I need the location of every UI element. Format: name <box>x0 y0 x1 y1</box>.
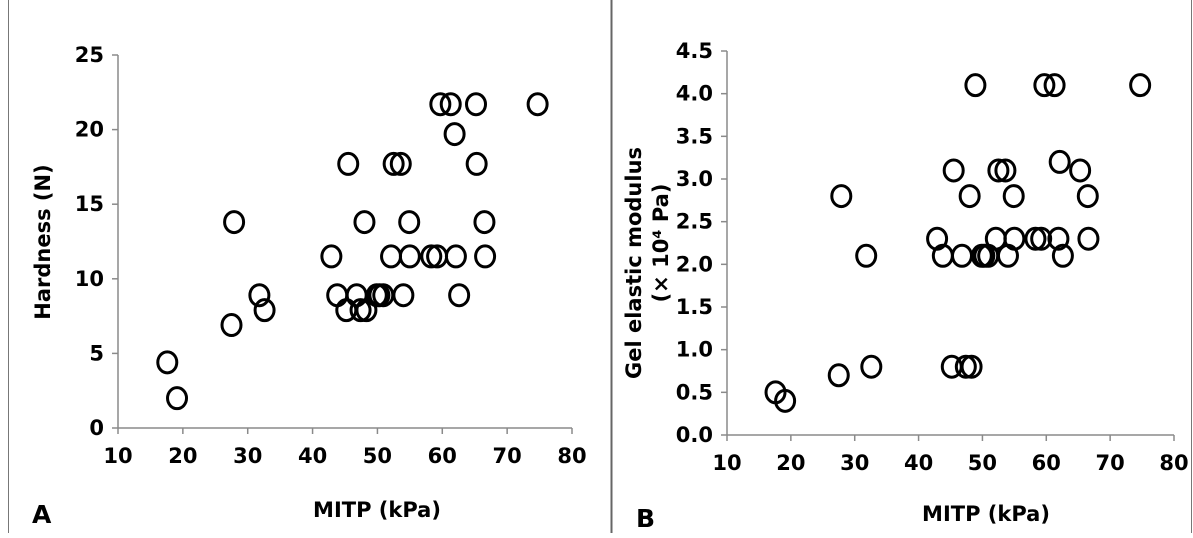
panel-b-y-axis-title-line2: (× 10⁴ Pa) <box>649 184 673 303</box>
panel-b-data-point <box>1030 226 1053 251</box>
panel-b-data-point <box>994 158 1017 183</box>
panel-a-data-point <box>465 92 488 117</box>
panel-a-x-tick-label: 60 <box>428 444 457 468</box>
panel-b-data-point <box>830 184 853 209</box>
panel-a-x-tick-label: 20 <box>168 444 197 468</box>
panel-b-data-point <box>1076 184 1099 209</box>
panel-a-y-tick-label: 10 <box>75 267 104 291</box>
panel-a-data-point <box>444 244 467 269</box>
panel-b-x-tick-label: 60 <box>1032 451 1061 475</box>
panel-a-data-point <box>355 298 378 323</box>
panel-b-data-point <box>958 184 981 209</box>
panel-b-data-point <box>1033 73 1056 98</box>
panel-b-data-point <box>1002 184 1025 209</box>
panel-b-data-point <box>1069 158 1092 183</box>
panel-a-data-point <box>320 244 343 269</box>
panel-b-y-tick-label: 2.0 <box>676 252 713 276</box>
panel-a-y-tick-label: 20 <box>75 118 104 142</box>
panel-a-data-point <box>253 298 276 323</box>
panel-a-data-point <box>326 283 349 308</box>
panel-a-data-point <box>156 350 179 375</box>
panel-b-y-axis-title-line1: Gel elastic modulus <box>622 147 646 379</box>
panel-a-data-point <box>389 151 412 176</box>
panel-b: B MITP (kPa) Gel elastic modulus (× 10⁴ … <box>622 39 1189 533</box>
panel-b-data-point <box>860 354 883 379</box>
panel-a-data-point <box>398 244 421 269</box>
panel-b-y-tick-label: 1.5 <box>676 295 713 319</box>
panel-a-x-axis-title: MITP (kPa) <box>313 498 441 522</box>
panel-a-x-tick-label: 70 <box>493 444 522 468</box>
panel-b-data-point <box>1047 226 1070 251</box>
panel-a: A MITP (kPa) Hardness (N) 0 5 10 15 20 25 10 20… <box>31 43 587 529</box>
panel-b-data-point <box>1051 243 1074 268</box>
panel-b-y-tick-label: 3.0 <box>676 167 713 191</box>
panel-a-letter: A <box>32 500 52 529</box>
panel-a-y-tick-label: 25 <box>75 43 104 67</box>
panel-b-data-point <box>960 354 983 379</box>
panel-b-x-tick-label: 10 <box>712 451 741 475</box>
panel-b-x-tick-label: 30 <box>840 451 869 475</box>
panel-a-y-tick-label: 15 <box>75 192 104 216</box>
panel-a-data-point <box>429 92 452 117</box>
panel-a-data-point <box>382 151 405 176</box>
panel-a-y-tick-label: 5 <box>89 341 104 365</box>
panel-a-data-point <box>345 283 368 308</box>
panel-b-y-tick-label: 1.0 <box>676 338 713 362</box>
panel-a-data-point <box>337 151 360 176</box>
panel-a-x-tick-label: 50 <box>363 444 392 468</box>
panel-b-letter: B <box>636 504 655 533</box>
panel-b-x-tick-label: 20 <box>776 451 805 475</box>
panel-b-data-point <box>1077 226 1100 251</box>
panel-a-x-tick-label: 40 <box>298 444 327 468</box>
panel-b-data-point <box>950 243 973 268</box>
panel-b-y-tick-label: 3.5 <box>676 124 713 148</box>
panel-b-data-point <box>1129 73 1152 98</box>
panel-a-data-point <box>248 283 271 308</box>
panel-b-data-point <box>1024 226 1047 251</box>
panel-b-x-tick-label: 70 <box>1096 451 1125 475</box>
panel-a-data-point <box>465 151 488 176</box>
panel-b-data-point <box>855 243 878 268</box>
panel-b-y-tick-label: 0.0 <box>676 423 713 447</box>
panel-b-data-point <box>942 158 965 183</box>
panel-a-data-point <box>380 244 403 269</box>
panel-a-x-tick-label: 80 <box>557 444 586 468</box>
panel-b-x-tick-label: 80 <box>1159 451 1188 475</box>
panel-b-data-point <box>1048 149 1071 174</box>
panel-a-data-point <box>439 92 462 117</box>
panel-a-y-axis-title: Hardness (N) <box>31 164 55 319</box>
panel-b-x-tick-label: 50 <box>968 451 997 475</box>
panel-a-data-point <box>223 210 246 235</box>
panel-a-data-point <box>448 283 471 308</box>
panel-a-data-point <box>474 244 497 269</box>
panel-a-data-point <box>420 244 443 269</box>
panel-a-data-point <box>220 313 243 338</box>
panel-b-data-point <box>1043 73 1066 98</box>
panel-a-data-point <box>473 210 496 235</box>
panel-b-y-tick-label: 4.0 <box>676 82 713 106</box>
panel-b-y-tick-label: 2.5 <box>676 210 713 234</box>
panel-a-data-point <box>353 210 376 235</box>
panel-b-data-point <box>987 158 1010 183</box>
panel-b-x-tick-label: 40 <box>904 451 933 475</box>
panel-a-x-tick-label: 10 <box>103 444 132 468</box>
panel-b-y-tick-label: 4.5 <box>676 39 713 63</box>
panel-b-x-axis-title: MITP (kPa) <box>922 502 1050 526</box>
panel-b-data-point <box>774 388 797 413</box>
panel-a-data-point <box>443 122 466 147</box>
panel-b-data-point <box>954 354 977 379</box>
panel-a-data-point <box>349 298 372 323</box>
panel-b-data-point <box>827 363 850 388</box>
panel-a-x-tick-label: 30 <box>233 444 262 468</box>
panel-a-data-point <box>392 283 415 308</box>
panel-b-data-point <box>964 73 987 98</box>
panel-a-y-tick-label: 0 <box>89 416 104 440</box>
panel-a-data-point <box>398 210 421 235</box>
panel-b-y-tick-label: 0.5 <box>676 380 713 404</box>
panel-a-data-point <box>166 386 189 411</box>
panel-b-data-point <box>1003 226 1026 251</box>
panel-a-data-point <box>526 92 549 117</box>
